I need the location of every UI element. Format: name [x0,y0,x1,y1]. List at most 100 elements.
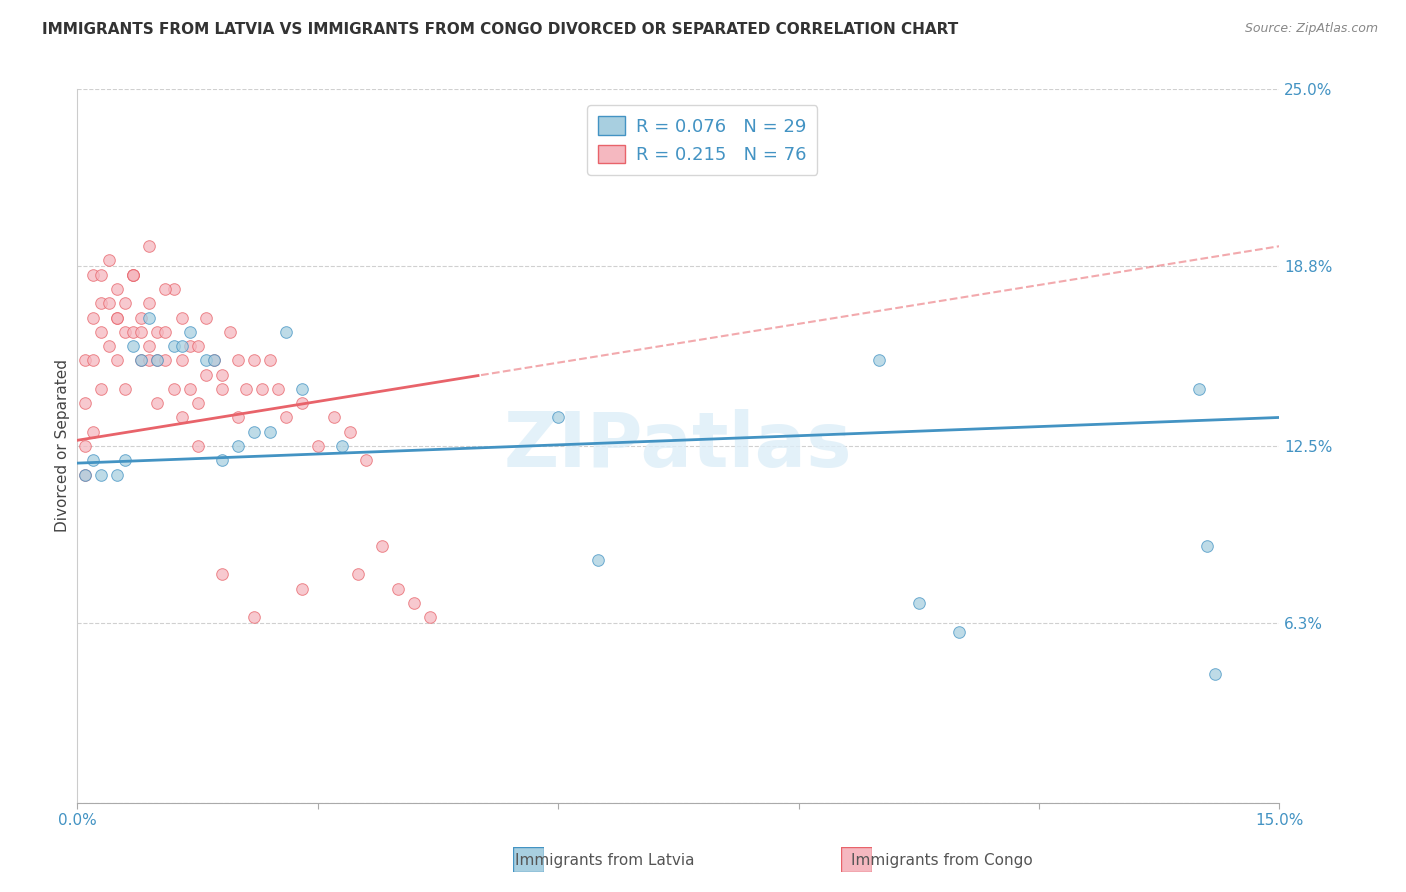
Point [211,567,233,582]
Point [226,410,249,425]
Text: IMMIGRANTS FROM LATVIA VS IMMIGRANTS FROM CONGO DIVORCED OR SEPARATED CORRELATIO: IMMIGRANTS FROM LATVIA VS IMMIGRANTS FRO… [42,22,959,37]
Point [291,382,314,396]
Point [155,353,177,368]
Point [138,239,160,253]
Point [75,353,97,368]
Point [98,296,121,310]
Point [170,410,193,425]
Text: Immigrants from Congo: Immigrants from Congo [851,854,1033,868]
Point [114,325,136,339]
Point [90,382,112,396]
Point [250,382,273,396]
FancyBboxPatch shape [513,847,544,872]
Point [146,353,169,368]
Point [131,353,153,368]
Point [322,410,344,425]
Point [131,310,153,325]
Point [402,596,425,610]
Point [354,453,377,467]
Point [107,282,129,296]
Point [114,453,136,467]
Point [339,425,361,439]
Point [90,325,112,339]
Point [75,467,97,482]
Point [259,425,281,439]
Point [948,624,970,639]
Point [1197,539,1219,553]
Point [155,325,177,339]
Point [1188,382,1211,396]
Point [267,382,290,396]
Point [122,268,145,282]
Point [98,339,121,353]
Point [138,339,160,353]
Point [868,353,890,368]
Point [90,467,112,482]
Y-axis label: Divorced or Separated: Divorced or Separated [55,359,70,533]
Point [162,339,184,353]
Point [242,610,264,624]
Point [122,268,145,282]
Point [146,396,169,410]
Point [138,296,160,310]
Point [371,539,394,553]
Point [75,439,97,453]
Point [242,425,264,439]
Point [1204,667,1226,681]
Legend: R = 0.076   N = 29, R = 0.215   N = 76: R = 0.076 N = 29, R = 0.215 N = 76 [588,105,817,175]
Point [419,610,441,624]
Point [75,467,97,482]
Point [187,439,209,453]
Text: Immigrants from Latvia: Immigrants from Latvia [515,854,695,868]
Point [179,382,201,396]
Point [211,382,233,396]
Point [187,339,209,353]
Point [242,353,264,368]
Point [155,282,177,296]
Text: ZIPatlas: ZIPatlas [505,409,852,483]
Point [114,382,136,396]
Point [98,253,121,268]
Point [387,582,409,596]
Point [146,325,169,339]
Point [138,310,160,325]
Point [330,439,353,453]
Point [291,396,314,410]
Point [82,453,104,467]
Point [122,325,145,339]
Point [107,310,129,325]
Point [82,310,104,325]
FancyBboxPatch shape [841,847,872,872]
Point [82,425,104,439]
Point [170,339,193,353]
Point [218,325,240,339]
Point [194,368,217,382]
Point [588,553,610,567]
Point [162,282,184,296]
Point [202,353,225,368]
Point [82,353,104,368]
Point [107,353,129,368]
Point [211,368,233,382]
Point [274,325,297,339]
Point [90,268,112,282]
Point [131,353,153,368]
Point [347,567,370,582]
Point [259,353,281,368]
Point [226,353,249,368]
Point [274,410,297,425]
Point [908,596,931,610]
Point [146,353,169,368]
Point [170,353,193,368]
Point [179,325,201,339]
Point [547,410,569,425]
Point [194,353,217,368]
Point [194,310,217,325]
Point [122,268,145,282]
Point [307,439,329,453]
Point [235,382,257,396]
Point [107,467,129,482]
Point [114,296,136,310]
Point [179,339,201,353]
Point [170,310,193,325]
